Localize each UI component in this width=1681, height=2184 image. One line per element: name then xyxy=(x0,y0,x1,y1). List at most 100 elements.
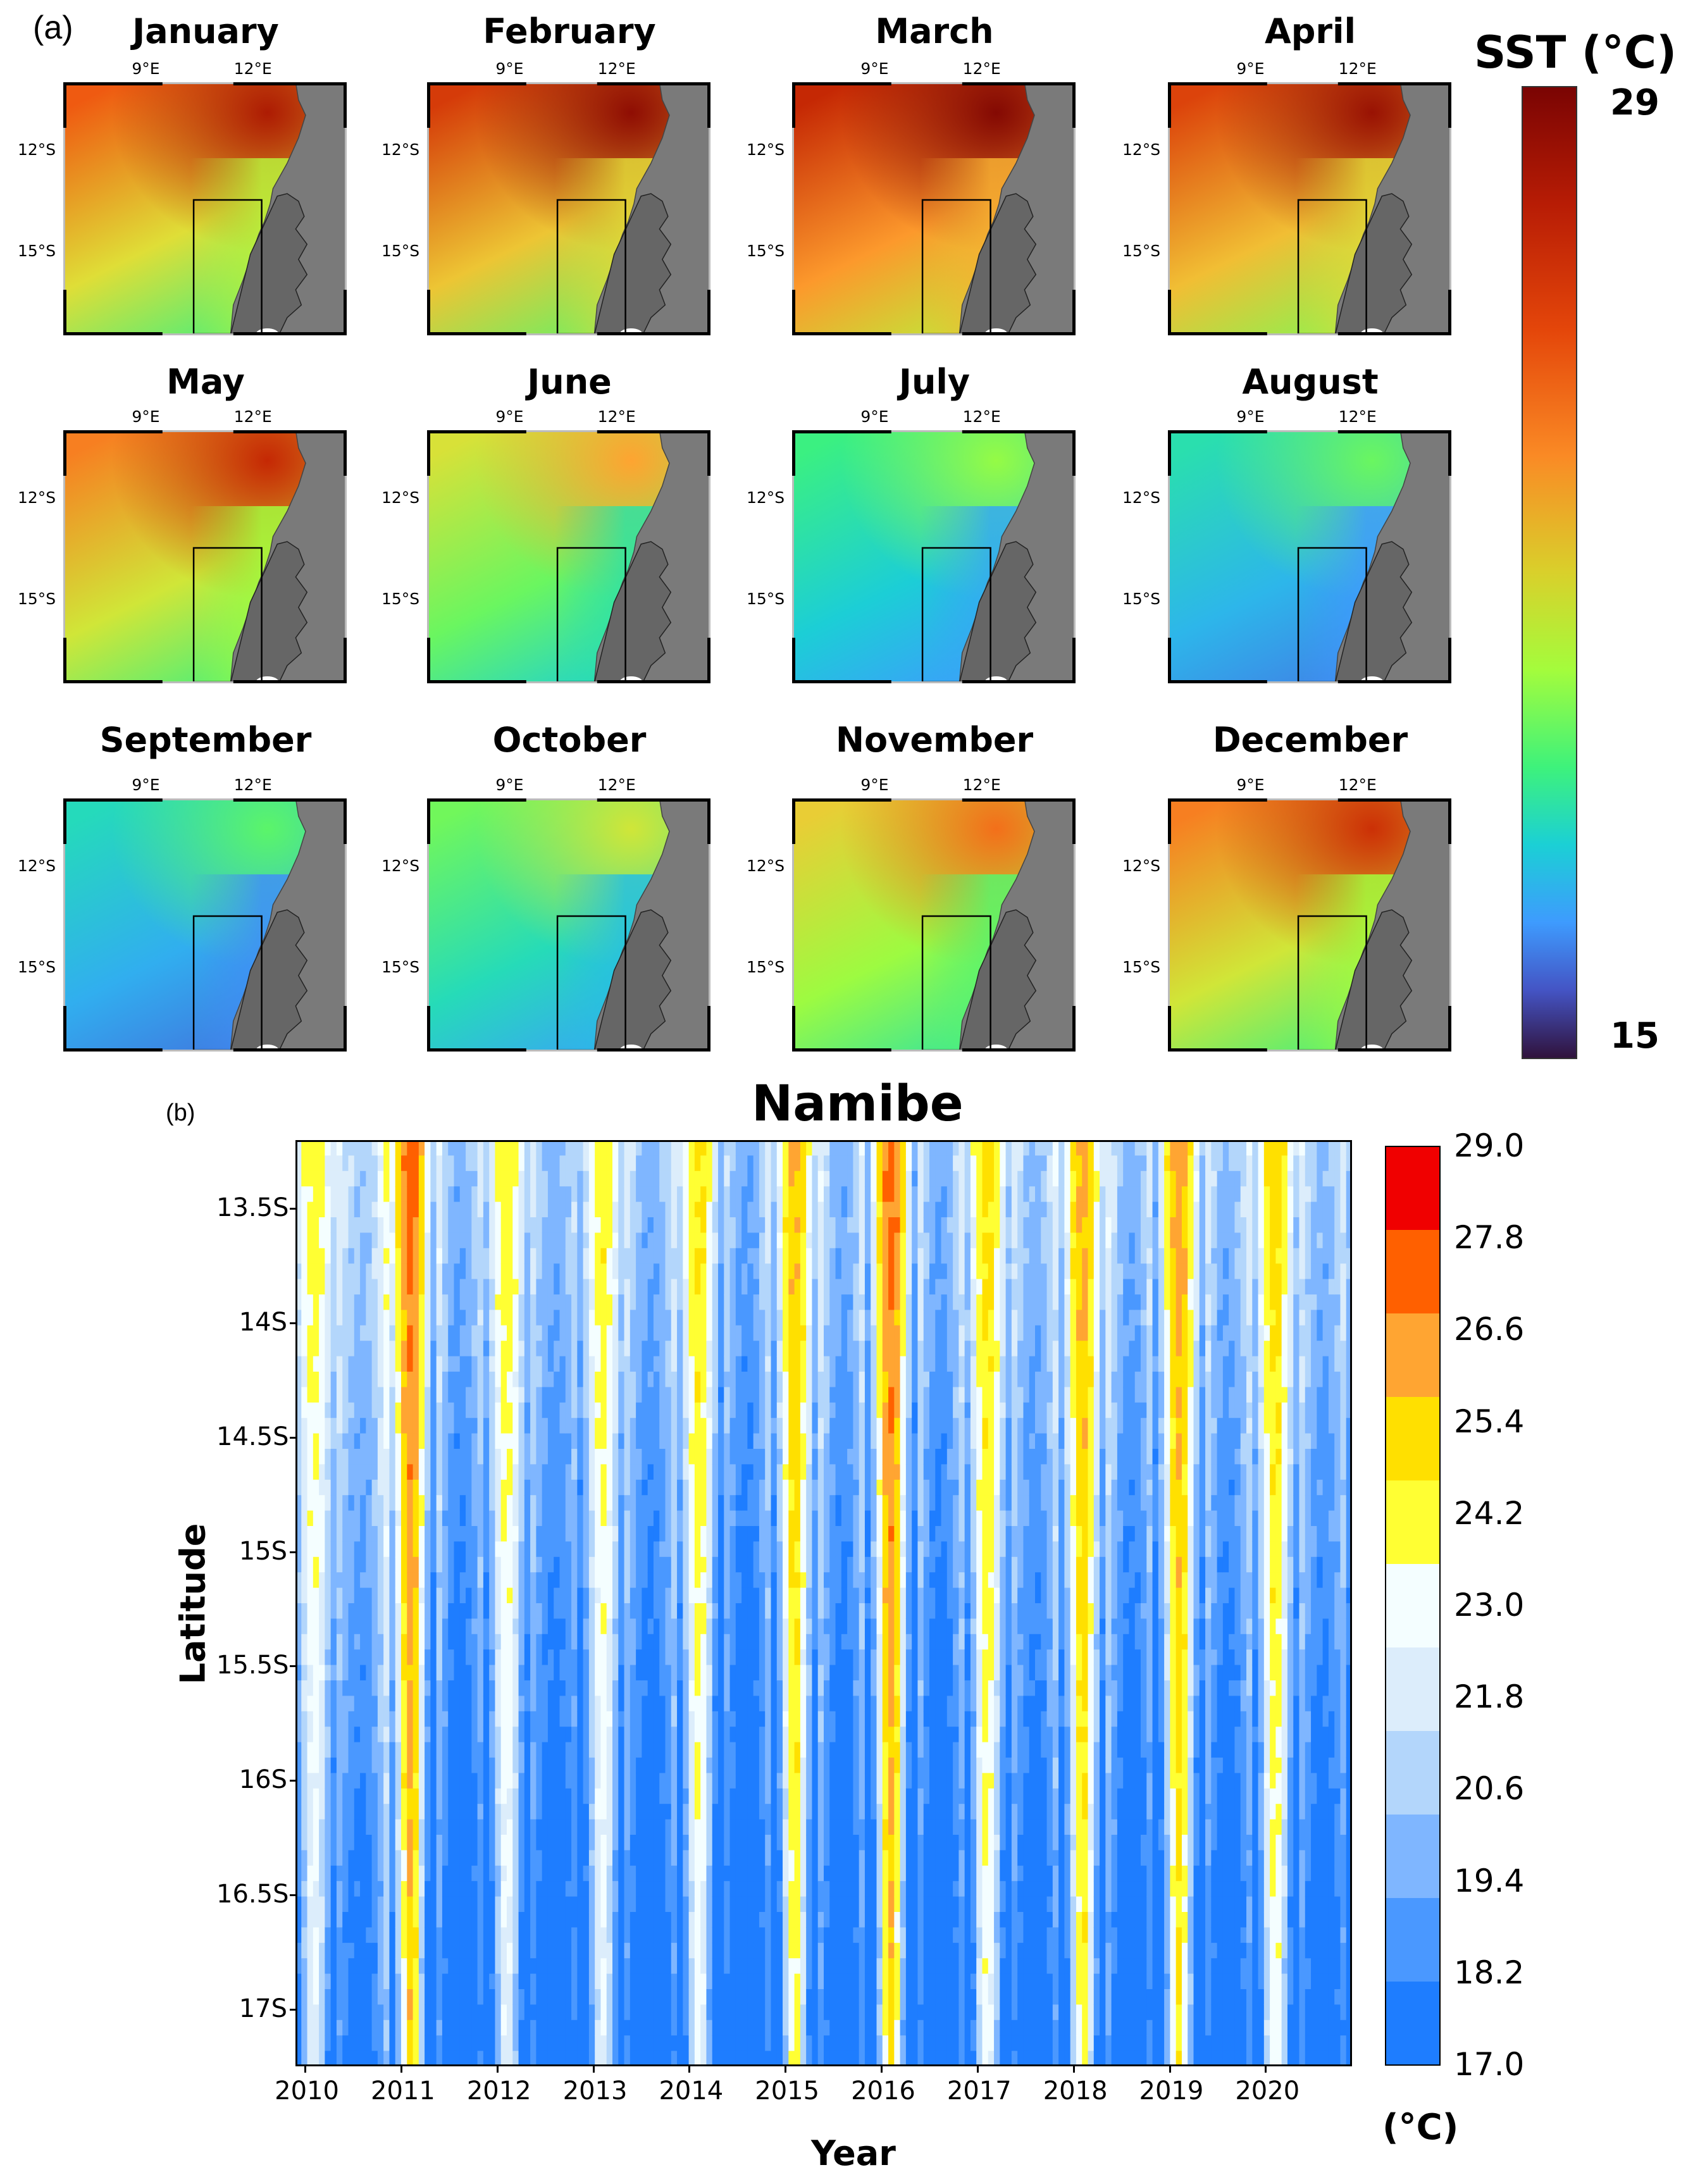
heatmap-cell xyxy=(412,1649,419,1666)
heatmap-cell xyxy=(448,1696,455,1712)
heatmap-cell xyxy=(295,1819,302,1835)
heatmap-cell xyxy=(712,1263,719,1280)
heatmap-cell xyxy=(371,1479,378,1496)
heatmap-cell xyxy=(571,1989,578,2005)
heatmap-cell xyxy=(630,1665,636,1681)
heatmap-cell xyxy=(683,1788,690,1804)
heatmap-cell xyxy=(653,1232,660,1249)
heatmap-cell xyxy=(559,1649,566,1666)
heatmap-cell xyxy=(683,1510,690,1527)
heatmap-cell xyxy=(483,2020,490,2036)
heatmap-cell xyxy=(301,1155,308,1172)
heatmap-cell xyxy=(595,1356,602,1372)
heatmap-cell xyxy=(295,1634,302,1650)
heatmap-cell xyxy=(659,1155,666,1172)
heatmap-cell xyxy=(771,1758,778,1773)
heatmap-cell xyxy=(360,1449,366,1465)
heatmap-cell xyxy=(712,1449,719,1465)
heatmap-cell xyxy=(348,1418,355,1434)
heatmap-cell xyxy=(565,1665,572,1681)
heatmap-cell xyxy=(360,1788,366,1804)
heatmap-cell xyxy=(565,1170,572,1187)
heatmap-cell xyxy=(342,1325,349,1341)
heatmap-cell xyxy=(677,1603,683,1619)
heatmap-cell xyxy=(712,1279,719,1295)
heatmap-cell xyxy=(418,1433,425,1449)
heatmap-cell xyxy=(489,1201,496,1218)
heatmap-cell xyxy=(694,1341,701,1357)
heatmap-cell xyxy=(665,1479,672,1496)
heatmap-cell xyxy=(735,1835,742,1851)
heatmap-cell xyxy=(712,1618,719,1635)
heatmap-cell xyxy=(588,1665,595,1681)
heatmap-cell xyxy=(307,1989,314,2005)
heatmap-cell xyxy=(688,1665,695,1681)
heatmap-cell xyxy=(712,1495,719,1511)
heatmap-cell xyxy=(700,1973,707,1990)
heatmap-cell xyxy=(483,1649,490,1666)
heatmap-cell xyxy=(718,1325,724,1341)
heatmap-cell xyxy=(483,1881,490,1897)
heatmap-cell xyxy=(366,1850,373,1866)
heatmap-cell xyxy=(477,1711,484,1727)
heatmap-cell xyxy=(448,1248,455,1264)
heatmap-cell xyxy=(401,1356,407,1372)
heatmap-cell xyxy=(524,1572,531,1589)
heatmap-cell xyxy=(336,1201,343,1218)
heatmap-cell xyxy=(677,2035,683,2052)
heatmap-cell xyxy=(741,1433,748,1449)
heatmap-cell xyxy=(500,1341,507,1357)
heatmap-cell xyxy=(371,1387,378,1403)
heatmap-cell xyxy=(401,1758,407,1773)
heatmap-cell xyxy=(700,1526,707,1542)
heatmap-cell xyxy=(677,1634,683,1650)
heatmap-cell xyxy=(295,1896,302,1913)
heatmap-cell xyxy=(729,1155,736,1172)
heatmap-cell xyxy=(724,1989,731,2005)
heatmap-cell xyxy=(642,1680,648,1696)
heatmap-cell xyxy=(330,1479,337,1496)
heatmap-cell xyxy=(624,1356,631,1372)
heatmap-cell xyxy=(547,2035,554,2052)
heatmap-cell xyxy=(436,1464,443,1480)
heatmap-cell xyxy=(765,1680,772,1696)
heatmap-cell xyxy=(583,1989,590,2005)
heatmap-cell xyxy=(706,1418,713,1434)
heatmap-cell xyxy=(753,1665,760,1681)
heatmap-cell xyxy=(477,1634,484,1650)
heatmap-cell xyxy=(665,1942,672,1959)
heatmap-cell xyxy=(612,1294,619,1310)
heatmap-cell xyxy=(712,1649,719,1666)
heatmap-cell xyxy=(500,1896,507,1913)
heatmap-cell xyxy=(436,1618,443,1635)
heatmap-cell xyxy=(430,1402,437,1418)
heatmap-cell xyxy=(677,1402,683,1418)
heatmap-cell xyxy=(389,1649,396,1666)
heatmap-cell xyxy=(360,1155,366,1172)
heatmap-cell xyxy=(630,1680,636,1696)
heatmap-cell xyxy=(671,1263,678,1280)
sst-map-february xyxy=(427,82,710,335)
heatmap-cell xyxy=(425,1356,431,1372)
map-lat-tick: 12°S xyxy=(18,857,56,875)
heatmap-cell xyxy=(471,1727,478,1743)
heatmap-cell xyxy=(683,1758,690,1773)
heatmap-cell xyxy=(436,1479,443,1496)
heatmap-cell xyxy=(383,2004,390,2021)
heatmap-cell xyxy=(319,1742,325,1758)
heatmap-cell xyxy=(618,1479,625,1496)
heatmap-cell xyxy=(354,2004,361,2021)
heatmap-cell xyxy=(301,1835,308,1851)
heatmap-cell xyxy=(477,1742,484,1758)
heatmap-cell xyxy=(512,1510,519,1527)
heatmap-cell xyxy=(507,1773,513,1789)
heatmap-cell xyxy=(489,1634,496,1650)
heatmap-cell xyxy=(724,1140,731,1156)
heatmap-cell xyxy=(436,1973,443,1990)
heatmap-cell xyxy=(659,1325,666,1341)
heatmap-cell xyxy=(489,1989,496,2005)
heatmap-cell xyxy=(319,1155,325,1172)
heatmap-cell xyxy=(336,1402,343,1418)
heatmap-cell xyxy=(618,1711,625,1727)
heatmap-cell xyxy=(636,1186,642,1203)
